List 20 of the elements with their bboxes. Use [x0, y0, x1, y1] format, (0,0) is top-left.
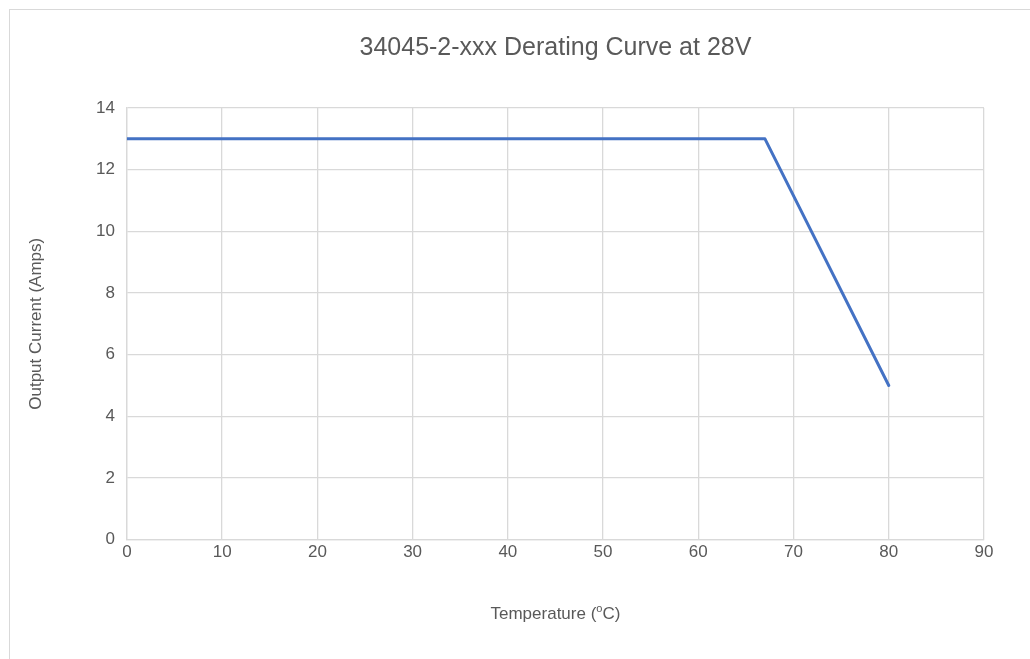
chart-title: 34045-2-xxx Derating Curve at 28V: [359, 31, 752, 60]
y-tick-label: 4: [105, 405, 115, 425]
x-tick-label: 90: [974, 542, 994, 562]
x-tick-label: 0: [122, 542, 132, 562]
y-tick-label: 2: [105, 467, 115, 487]
y-tick-label: 10: [95, 221, 115, 240]
x-tick-label: 40: [498, 542, 518, 562]
y-axis-title: Output Current (Amps): [25, 237, 45, 410]
y-tick-label: 14: [95, 97, 115, 117]
x-tick-label: 20: [307, 542, 327, 562]
x-tick-label: 10: [212, 542, 232, 562]
x-tick-label: 80: [879, 542, 899, 562]
x-tick-label: 70: [784, 542, 803, 562]
y-tick-label: 8: [105, 282, 115, 302]
y-tick-label: 0: [105, 529, 115, 549]
x-tick-label: 50: [593, 542, 613, 562]
y-tick-label: 12: [95, 159, 115, 179]
x-tick-label: 30: [403, 542, 423, 562]
y-tick-label: 6: [105, 344, 115, 364]
x-tick-label: 60: [688, 542, 708, 562]
